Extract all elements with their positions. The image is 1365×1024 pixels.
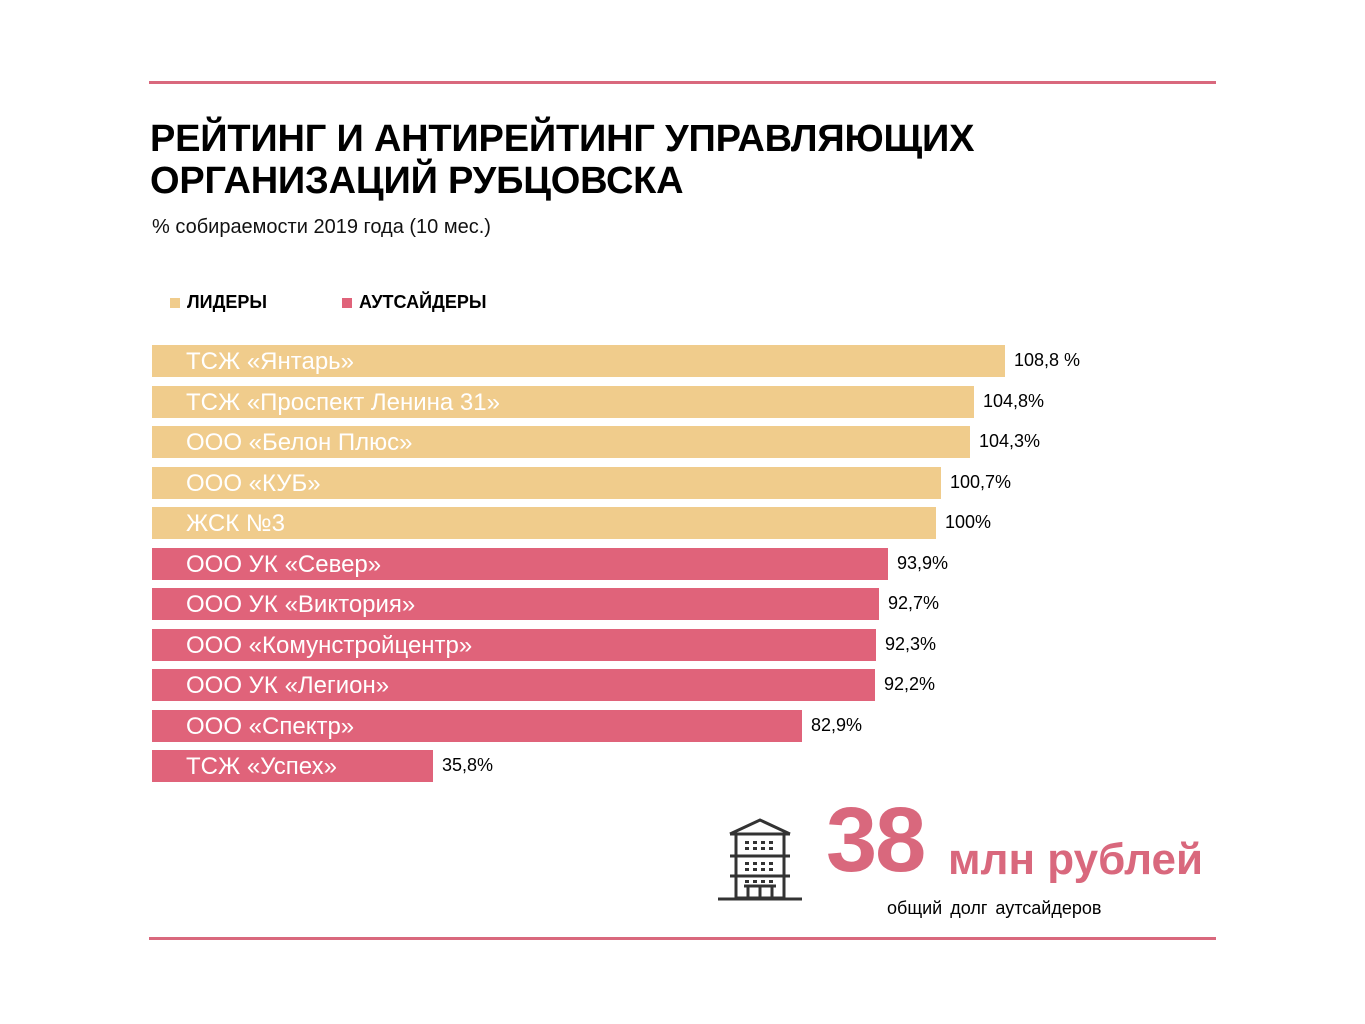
bar-category-label: ООО «Спектр» (186, 713, 355, 740)
bar-3 (152, 426, 970, 458)
legend-item-leaders: ЛИДЕРЫ (170, 292, 267, 313)
bar-7 (152, 588, 879, 620)
subtitle: % собираемости 2019 года (10 мес.) (152, 216, 491, 238)
bar-value-label: 100% (945, 512, 992, 532)
bar-value-label: 92,3% (885, 634, 937, 654)
bar-value-label: 82,9% (811, 715, 863, 735)
bar-5 (152, 507, 936, 539)
legend-swatch-leaders (170, 297, 180, 308)
bottom-divider (149, 937, 1216, 940)
debt-amount: 38 (826, 789, 926, 891)
bar-value-label: 92,7% (888, 593, 940, 613)
page-title: РЕЙТИНГ И АНТИРЕЙТИНГ УПРАВЛЯЮЩИХ ОРГАНИ… (150, 118, 974, 202)
bar-9 (152, 669, 875, 701)
legend-item-outsiders: АУТСАЙДЕРЫ (342, 292, 486, 313)
title-line-1: РЕЙТИНГ И АНТИРЕЙТИНГ УПРАВЛЯЮЩИХ (150, 118, 975, 160)
bar-6 (152, 548, 888, 580)
bar-category-label: ТСЖ «Проспект Ленина 31» (186, 389, 500, 416)
bar-value-label: 35,8% (442, 755, 494, 775)
bar-category-label: ООО УК «Север» (186, 551, 382, 578)
bar-value-label: 100,7% (950, 472, 1012, 492)
title-line-2: ОРГАНИЗАЦИЙ РУБЦОВСКА (150, 160, 684, 202)
bar-category-label: ООО «Белон Плюс» (186, 429, 413, 456)
legend-swatch-outsiders (342, 297, 353, 308)
bar-2 (152, 386, 974, 418)
bar-category-label: ТСЖ «Янтарь» (186, 348, 355, 375)
bar-value-label: 104,8% (983, 391, 1045, 411)
bar-11 (152, 750, 433, 782)
building-icon (718, 818, 802, 901)
bar-category-label: ООО УК «Легион» (186, 672, 390, 699)
legend-label-outsiders: АУТСАЙДЕРЫ (359, 292, 487, 312)
bar-value-label: 93,9% (897, 553, 949, 573)
debt-caption: общий долг аутсайдеров (887, 898, 1102, 918)
bar-4 (152, 467, 941, 499)
bar-category-label: ООО «Комунстройцентр» (186, 632, 473, 659)
bar-category-label: ООО «КУБ» (186, 470, 321, 497)
bar-10 (152, 710, 802, 742)
bar-8 (152, 629, 876, 661)
bar-category-label: ООО УК «Виктория» (186, 591, 416, 618)
legend-label-leaders: ЛИДЕРЫ (187, 292, 268, 312)
legend: ЛИДЕРЫ АУТСАЙДЕРЫ (170, 292, 561, 313)
top-divider (149, 81, 1216, 84)
bar-category-label: ТСЖ «Успех» (186, 753, 337, 780)
bar-1 (152, 345, 1005, 377)
bar-value-label: 92,2% (884, 674, 936, 694)
debt-unit: млн рублей (948, 835, 1204, 884)
bar-value-label: 108,8 % (1014, 350, 1081, 370)
bar-category-label: ЖСК №3 (186, 510, 285, 537)
bar-value-label: 104,3% (979, 431, 1041, 451)
